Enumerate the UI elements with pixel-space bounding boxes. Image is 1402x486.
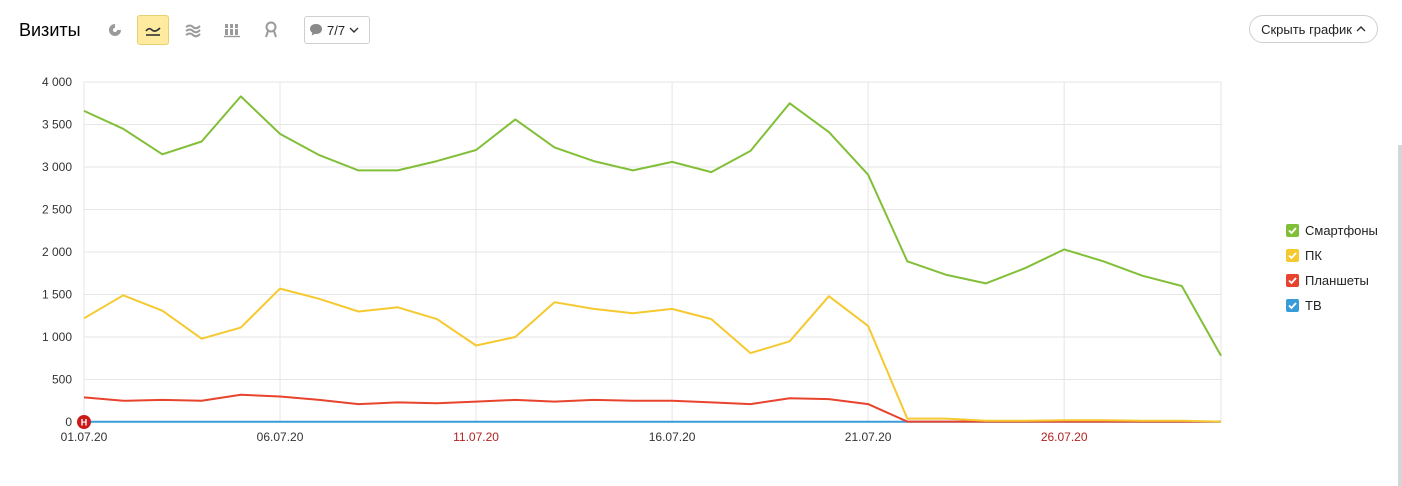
stacked-bar-chart-button[interactable] bbox=[216, 15, 248, 45]
area-chart-icon bbox=[185, 24, 201, 38]
annotations-dropdown[interactable]: 7/7 bbox=[304, 16, 370, 44]
annotation-marker-label: Н bbox=[81, 418, 88, 428]
line-chart-button[interactable] bbox=[137, 15, 169, 45]
y-tick-label: 2 000 bbox=[42, 245, 72, 259]
area-chart-button[interactable] bbox=[177, 15, 209, 45]
checkbox-icon[interactable] bbox=[1286, 299, 1299, 312]
y-tick-label: 0 bbox=[65, 415, 72, 429]
y-tick-label: 1 000 bbox=[42, 330, 72, 344]
map-button[interactable] bbox=[255, 15, 287, 45]
checkbox-icon[interactable] bbox=[1286, 274, 1299, 287]
legend-item-tablets[interactable]: Планшеты bbox=[1286, 268, 1378, 293]
x-tick-label: 11.07.20 bbox=[453, 430, 499, 444]
line-chart-icon bbox=[145, 27, 161, 36]
hide-chart-label: Скрыть график bbox=[1261, 21, 1352, 37]
y-tick-label: 3 000 bbox=[42, 160, 72, 174]
legend-label: ПК bbox=[1305, 248, 1322, 263]
x-axis: 01.07.20 06.07.20 11.07.20 16.07.20 21.07.20… bbox=[61, 430, 1088, 444]
y-tick-label: 3 500 bbox=[42, 118, 72, 132]
legend-label: Смартфоны bbox=[1305, 223, 1378, 238]
series-line-tablets bbox=[83, 393, 1221, 423]
x-tick-label: 06.07.20 bbox=[257, 430, 304, 444]
stacked-bar-chart-icon bbox=[224, 24, 240, 38]
y-tick-label: 2 500 bbox=[42, 203, 72, 217]
legend-label: Планшеты bbox=[1305, 273, 1369, 288]
legend-label: ТВ bbox=[1305, 298, 1322, 313]
y-tick-label: 4 000 bbox=[42, 75, 72, 89]
x-tick-label: 16.07.20 bbox=[649, 430, 696, 444]
series-line-smartphones bbox=[83, 95, 1222, 357]
series-line-pc bbox=[83, 287, 1222, 423]
y-axis: 4 000 3 500 3 000 2 500 2 000 1 500 1 000 500 0 bbox=[42, 75, 72, 429]
pie-chart-icon bbox=[109, 24, 121, 36]
pie-chart-button[interactable] bbox=[99, 15, 131, 45]
y-tick-label: 500 bbox=[52, 373, 72, 387]
x-tick-label: 01.07.20 bbox=[61, 430, 108, 444]
report-title: Визиты bbox=[19, 20, 81, 40]
chevron-down-icon bbox=[349, 27, 359, 33]
y-tick-label: 1 500 bbox=[42, 288, 72, 302]
chart-legend: Смартфоны ПК Планшеты ТВ bbox=[1286, 218, 1378, 318]
map-pin-icon bbox=[265, 21, 277, 38]
chart-toolbar: Визиты bbox=[0, 0, 1402, 62]
annotations-count: 7/7 bbox=[327, 22, 346, 38]
chevron-up-icon bbox=[1356, 26, 1366, 32]
annotation-markers: Н bbox=[77, 415, 91, 429]
annotation-marker bbox=[77, 415, 91, 429]
legend-item-pc[interactable]: ПК bbox=[1286, 243, 1378, 268]
speech-bubble-icon bbox=[310, 24, 322, 36]
legend-item-smartphones[interactable]: Смартфоны bbox=[1286, 218, 1378, 243]
checkbox-icon[interactable] bbox=[1286, 249, 1299, 262]
legend-item-tv[interactable]: ТВ bbox=[1286, 293, 1378, 318]
x-tick-label: 26.07.20 bbox=[1041, 430, 1088, 444]
series-lines bbox=[83, 95, 1222, 423]
page-scrollbar[interactable] bbox=[1398, 145, 1402, 486]
x-tick-label: 21.07.20 bbox=[845, 430, 892, 444]
grid bbox=[83, 81, 1222, 423]
hide-chart-button[interactable]: Скрыть график bbox=[1249, 15, 1378, 43]
checkbox-icon[interactable] bbox=[1286, 224, 1299, 237]
